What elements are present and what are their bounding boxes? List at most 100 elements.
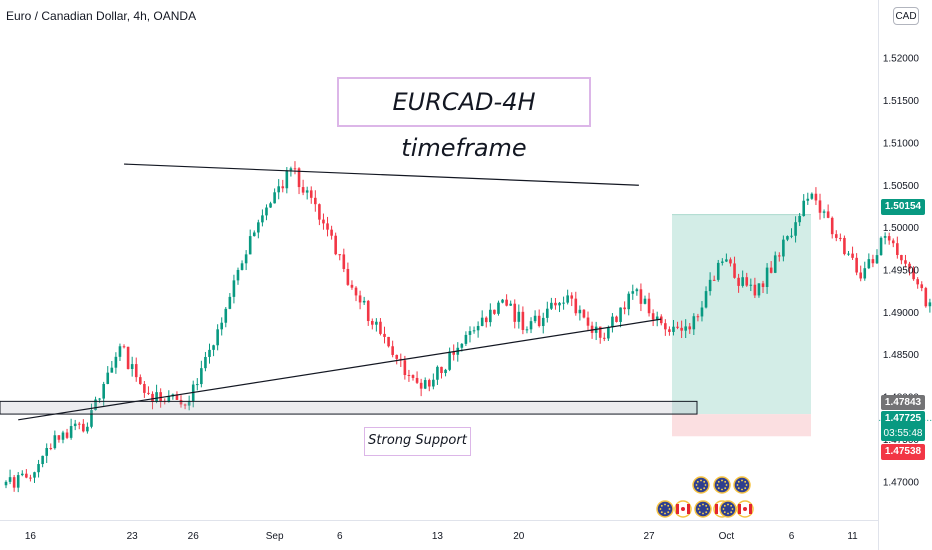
candle-body [867, 259, 871, 269]
candle-body [452, 351, 455, 355]
candle-body [688, 326, 692, 330]
support-price-label: 1.47843 [881, 395, 925, 410]
candle-body [342, 254, 346, 269]
candle-body [82, 423, 85, 432]
candle-body [102, 383, 105, 399]
candle-body [248, 236, 252, 255]
candle-body [578, 309, 582, 314]
candle-body [29, 477, 32, 479]
candle-body [415, 377, 419, 383]
candle-body [550, 302, 553, 309]
candle-body [692, 316, 696, 330]
candle-body [130, 364, 134, 370]
candle-body [708, 279, 712, 292]
x-tick-label: 23 [127, 531, 139, 542]
candle-body [338, 254, 342, 256]
candle-body [900, 254, 903, 261]
candle-body [525, 329, 529, 331]
candle-body [220, 322, 224, 330]
candle-body [533, 315, 537, 322]
candle-body [252, 232, 256, 237]
y-tick-label: 1.50500 [883, 181, 920, 192]
y-tick-label: 1.48500 [883, 350, 920, 361]
y-tick-label: 1.50000 [883, 223, 920, 234]
x-tick-label: 11 [847, 531, 858, 542]
candle-body [212, 345, 215, 350]
candle-body [73, 423, 77, 427]
candle-body [826, 211, 830, 218]
x-tick-label: Oct [719, 531, 735, 542]
eu-event-icon [719, 500, 737, 518]
candle-body [883, 236, 887, 238]
candle-body [830, 217, 834, 235]
ca-event-icon [736, 500, 754, 518]
candle-body [716, 262, 720, 280]
candle-body [615, 316, 618, 322]
candle-body [855, 257, 858, 273]
candle-body [65, 432, 69, 438]
candle-body [269, 203, 272, 208]
resistance-trendline [124, 163, 639, 186]
candle-body [668, 329, 671, 332]
candle-body [619, 307, 622, 322]
candle-body [912, 268, 915, 280]
candle-body [297, 168, 301, 188]
economic-events [656, 476, 754, 518]
candle-body [725, 259, 728, 262]
candle-body [659, 316, 663, 324]
candle-body [476, 325, 480, 331]
candle-body [493, 309, 496, 314]
candle-body [45, 447, 48, 456]
chart-title-annotation[interactable]: EURCAD-4H timeframe [337, 77, 591, 162]
x-tick-label: 20 [513, 531, 525, 542]
candle-body [790, 235, 793, 237]
candle-body [778, 255, 781, 257]
candle-body [863, 268, 867, 279]
x-tick-label: 26 [188, 531, 200, 542]
currency-button[interactable]: CAD [893, 7, 919, 25]
candle-body [810, 193, 814, 199]
candle-body [419, 382, 423, 389]
candle-body [139, 377, 142, 384]
candle-body [786, 236, 789, 240]
x-tick-label: 16 [25, 531, 37, 542]
position-target-zone [672, 214, 811, 415]
candle-body [924, 288, 928, 307]
candle-body [289, 168, 293, 171]
eu-event-icon [713, 476, 731, 494]
y-tick-label: 1.49500 [883, 266, 920, 277]
candle-body [501, 299, 504, 303]
candle-body [309, 190, 313, 198]
candle-body [627, 293, 631, 310]
candle-body [643, 298, 647, 304]
candle-body [285, 170, 289, 189]
candle-body [204, 356, 207, 369]
candle-body [517, 311, 521, 322]
candle-body [391, 346, 394, 355]
candle-body [330, 229, 333, 236]
candle-body [782, 239, 785, 257]
candle-body [350, 284, 354, 288]
support-annotation[interactable]: Strong Support [364, 427, 471, 456]
candle-body [635, 289, 639, 292]
candle-body [301, 187, 305, 193]
candle-body [167, 396, 171, 403]
candle-body [423, 380, 427, 389]
candle-body [33, 472, 36, 478]
candle-body [672, 326, 675, 332]
candle-body [489, 309, 492, 323]
candle-body [90, 410, 93, 427]
candle-body [655, 316, 659, 320]
candle-body [77, 423, 81, 425]
eu-event-icon [692, 476, 710, 494]
candle-body [696, 316, 700, 318]
candle-body [134, 364, 138, 378]
candle-body [891, 240, 895, 244]
candle-body [159, 392, 162, 402]
candle-body [611, 316, 614, 328]
candle-body [802, 200, 806, 216]
candle-body [183, 404, 187, 406]
position-stop-zone [672, 414, 811, 437]
candle-body [411, 375, 415, 378]
